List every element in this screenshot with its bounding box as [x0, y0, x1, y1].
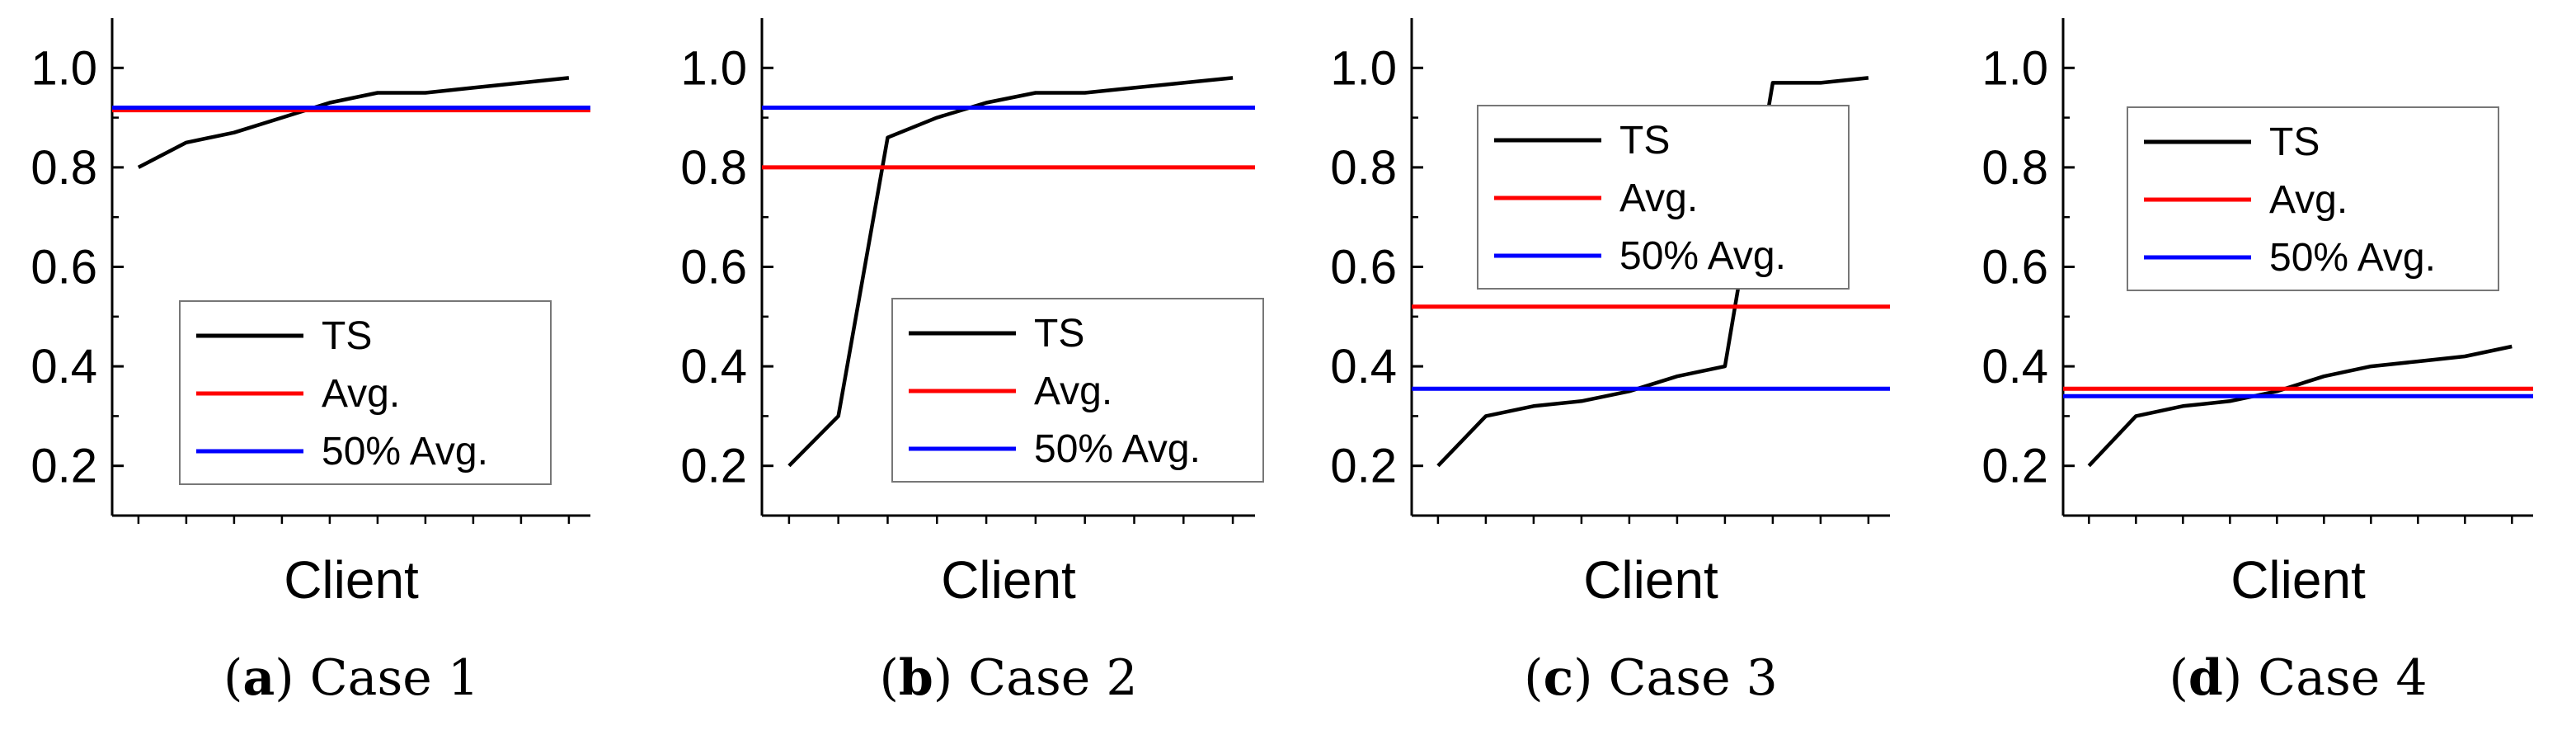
series-line-ts: [137, 76, 570, 169]
legend-label: TS: [1034, 312, 1084, 356]
chart-panel-a: 0.2 0.4 0.6 0.8 1.0 TS Avg. 50% Avg. Client (a) C…: [31, 18, 590, 707]
legend-label: TS: [2269, 120, 2320, 164]
y-tick-label: 0.4: [31, 340, 97, 393]
y-tick-label: 0.4: [1330, 340, 1397, 393]
series-line-ts: [1436, 76, 1869, 468]
y-tick-label: 0.4: [680, 340, 747, 393]
y-tick-label: 0.6: [31, 241, 97, 294]
x-axis-title: Client: [941, 550, 1076, 610]
panel-caption: (c) Case 3: [1524, 649, 1778, 707]
legend-label: 50% Avg.: [2269, 236, 2436, 280]
y-tick-label: 1.0: [1330, 41, 1397, 95]
x-axis-title: Client: [1583, 550, 1718, 610]
series-line-ts: [2087, 344, 2513, 468]
series-line-ts: [787, 76, 1234, 468]
chart-panel-b: 0.2 0.4 0.6 0.8 1.0 TS Avg. 50% Avg. Client (b) C…: [680, 18, 1264, 707]
y-tick-label: 0.6: [1981, 241, 2048, 294]
legend-label: 50% Avg.: [1034, 427, 1201, 471]
y-tick-label: 0.6: [1330, 241, 1397, 294]
y-tick-label: 0.8: [31, 141, 97, 195]
legend: TS Avg. 50% Avg.: [2127, 106, 2499, 291]
y-tick-label: 1.0: [31, 41, 97, 95]
y-tick-label: 0.4: [1981, 340, 2048, 393]
legend-label: Avg.: [1619, 177, 1698, 220]
y-tick-label: 0.6: [680, 241, 747, 294]
legend-label: Avg.: [1034, 370, 1112, 413]
y-tick-label: 0.8: [1330, 141, 1397, 195]
x-axis-title: Client: [2230, 550, 2366, 610]
legend: TS Avg. 50% Avg.: [1477, 105, 1850, 290]
x-axis-title: Client: [284, 550, 419, 610]
panel-caption: (a) Case 1: [223, 649, 479, 707]
y-tick-label: 0.2: [680, 440, 747, 493]
y-tick-label: 1.0: [1981, 41, 2048, 95]
legend-label: 50% Avg.: [1619, 234, 1786, 278]
legend-label: TS: [1619, 119, 1670, 163]
y-tick-label: 0.8: [1981, 141, 2048, 195]
legend-label: Avg.: [2269, 178, 2348, 222]
legend-label: TS: [322, 314, 372, 358]
legend: TS Avg. 50% Avg.: [891, 298, 1264, 483]
chart-panel-c: 0.2 0.4 0.6 0.8 1.0 TS Avg. 50% Avg. Client (c) C…: [1330, 18, 1890, 707]
panel-caption: (b) Case 2: [879, 649, 1137, 707]
y-tick-label: 0.8: [680, 141, 747, 195]
y-tick-label: 1.0: [680, 41, 747, 95]
chart-panel-d: 0.2 0.4 0.6 0.8 1.0 TS Avg. 50% Avg. Client (d) C…: [1981, 18, 2533, 707]
legend-box: [2127, 106, 2499, 291]
legend-label: 50% Avg.: [322, 430, 488, 474]
legend-label: Avg.: [322, 372, 400, 416]
y-tick-label: 0.2: [31, 440, 97, 493]
panel-caption: (d) Case 4: [2169, 649, 2427, 707]
y-tick-label: 0.2: [1981, 440, 2048, 493]
legend: TS Avg. 50% Avg.: [179, 300, 552, 485]
y-tick-label: 0.2: [1330, 440, 1397, 493]
